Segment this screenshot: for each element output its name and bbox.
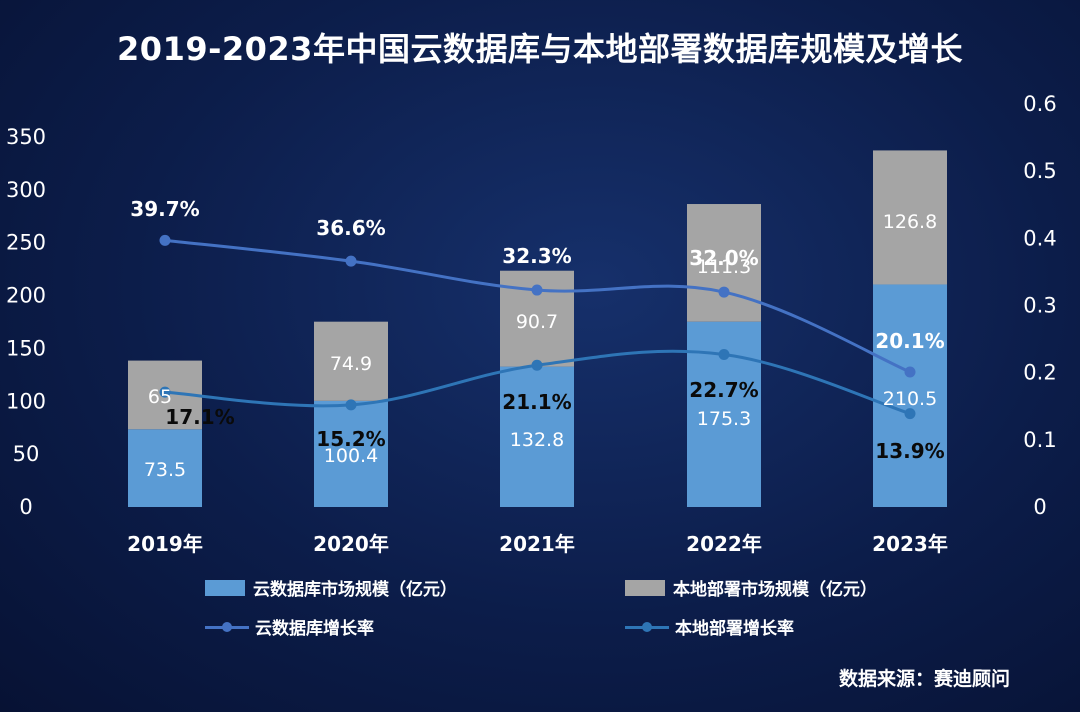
point-cloud-growth-3 [718, 286, 730, 298]
legend-label-local-size: 本地部署市场规模（亿元） [673, 580, 877, 600]
point-local-growth-3 [718, 349, 730, 361]
legend-marker-local-growth [625, 619, 669, 635]
label-local-size-0: 65 [148, 386, 172, 408]
y-left-tick-350: 350 [6, 125, 46, 149]
label-local-size-2: 90.7 [516, 311, 558, 333]
label-local-growth-0: 17.1% [165, 405, 234, 429]
legend-swatch-cloud-size [205, 579, 245, 596]
point-cloud-growth-2 [531, 284, 543, 296]
y-left-tick-100: 100 [6, 389, 46, 413]
label-local-size-4: 126.8 [883, 211, 937, 233]
bar-cloud-2 [500, 366, 574, 507]
label-cloud-growth-2: 32.3% [502, 244, 571, 268]
bar-local-3 [687, 204, 761, 322]
y-right-axis: 0 0.1 0.2 0.3 0.4 0.5 0.6 [1023, 92, 1056, 519]
label-cloud-size-4: 210.5 [883, 388, 937, 410]
bar-local-1 [314, 321, 388, 401]
legend-item-cloud-growth[interactable]: 云数据库增长率 [205, 614, 625, 639]
source-note: 数据来源：赛迪顾问 [838, 668, 1010, 690]
label-cloud-size-1: 100.4 [324, 445, 378, 467]
y-right-tick-0.5: 0.5 [1023, 159, 1056, 183]
label-local-growth-1: 15.2% [316, 427, 385, 451]
legend-label-cloud-size: 云数据库市场规模（亿元） [253, 580, 457, 600]
point-cloud-growth-4 [904, 366, 916, 378]
label-cloud-size-2: 132.8 [510, 429, 564, 451]
point-local-growth-4 [904, 408, 916, 420]
y-right-tick-0.2: 0.2 [1023, 361, 1056, 385]
bar-cloud-0 [128, 429, 202, 507]
legend-label-local-growth: 本地部署增长率 [675, 619, 794, 639]
y-left-tick-300: 300 [6, 178, 46, 202]
bar-series [128, 150, 947, 507]
label-local-size-3: 111.3 [697, 256, 751, 278]
y-right-tick-0.6: 0.6 [1023, 92, 1056, 116]
y-left-tick-0: 0 [19, 495, 32, 519]
y-right-tick-0.1: 0.1 [1023, 428, 1056, 452]
y-left-tick-200: 200 [6, 284, 46, 308]
point-cloud-growth-0 [159, 234, 171, 246]
y-left-axis: 0 50 100 150 200 250 300 350 [6, 125, 46, 519]
chart-title: 2019-2023年中国云数据库与本地部署数据库规模及增长 [117, 30, 963, 68]
x-tick-3: 2022年 [686, 532, 762, 556]
y-left-tick-250: 250 [6, 231, 46, 255]
point-local-growth-0 [159, 386, 171, 398]
label-cloud-growth-0: 39.7% [130, 197, 199, 221]
label-local-size-1: 74.9 [330, 353, 372, 375]
point-local-growth-2 [531, 359, 543, 371]
label-local-growth-2: 21.1% [502, 390, 571, 414]
legend-marker-cloud-growth [205, 619, 249, 635]
y-right-tick-0.3: 0.3 [1023, 294, 1056, 318]
x-tick-4: 2023年 [872, 532, 948, 556]
legend-swatch-local-size [625, 579, 665, 596]
label-local-growth-4: 13.9% [875, 439, 944, 463]
bar-cloud-4 [873, 284, 947, 507]
x-tick-2: 2021年 [499, 532, 575, 556]
y-left-tick-50: 50 [13, 442, 40, 466]
data-labels: 73.5 100.4 132.8 175.3 210.5 65 74.9 90.7 111.3 1… [130, 197, 944, 481]
chart-legend: 云数据库市场规模（亿元） 本地部署市场规模（亿元） 云数据库增长率 本地部署增长… [205, 575, 925, 639]
y-right-tick-0: 0 [1033, 495, 1046, 519]
label-cloud-growth-1: 36.6% [316, 216, 385, 240]
bar-local-4 [873, 150, 947, 285]
label-cloud-growth-3: 32.0% [689, 246, 758, 270]
y-right-tick-0.4: 0.4 [1023, 226, 1056, 250]
label-cloud-size-0: 73.5 [144, 459, 186, 481]
x-tick-1: 2020年 [313, 532, 389, 556]
legend-item-local-growth[interactable]: 本地部署增长率 [625, 614, 925, 639]
point-cloud-growth-1 [345, 255, 357, 267]
legend-item-cloud-size[interactable]: 云数据库市场规模（亿元） [205, 575, 625, 600]
legend-item-local-size[interactable]: 本地部署市场规模（亿元） [625, 575, 925, 600]
legend-label-cloud-growth: 云数据库增长率 [255, 619, 374, 639]
label-cloud-growth-4: 20.1% [875, 329, 944, 353]
label-local-growth-3: 22.7% [689, 378, 758, 402]
x-axis: 2019年 2020年 2021年 2022年 2023年 [127, 532, 948, 556]
y-left-tick-150: 150 [6, 336, 46, 360]
label-cloud-size-3: 175.3 [697, 408, 751, 430]
line-series [159, 234, 916, 420]
point-local-growth-1 [345, 399, 357, 411]
x-tick-0: 2019年 [127, 532, 203, 556]
bar-cloud-1 [314, 400, 388, 507]
